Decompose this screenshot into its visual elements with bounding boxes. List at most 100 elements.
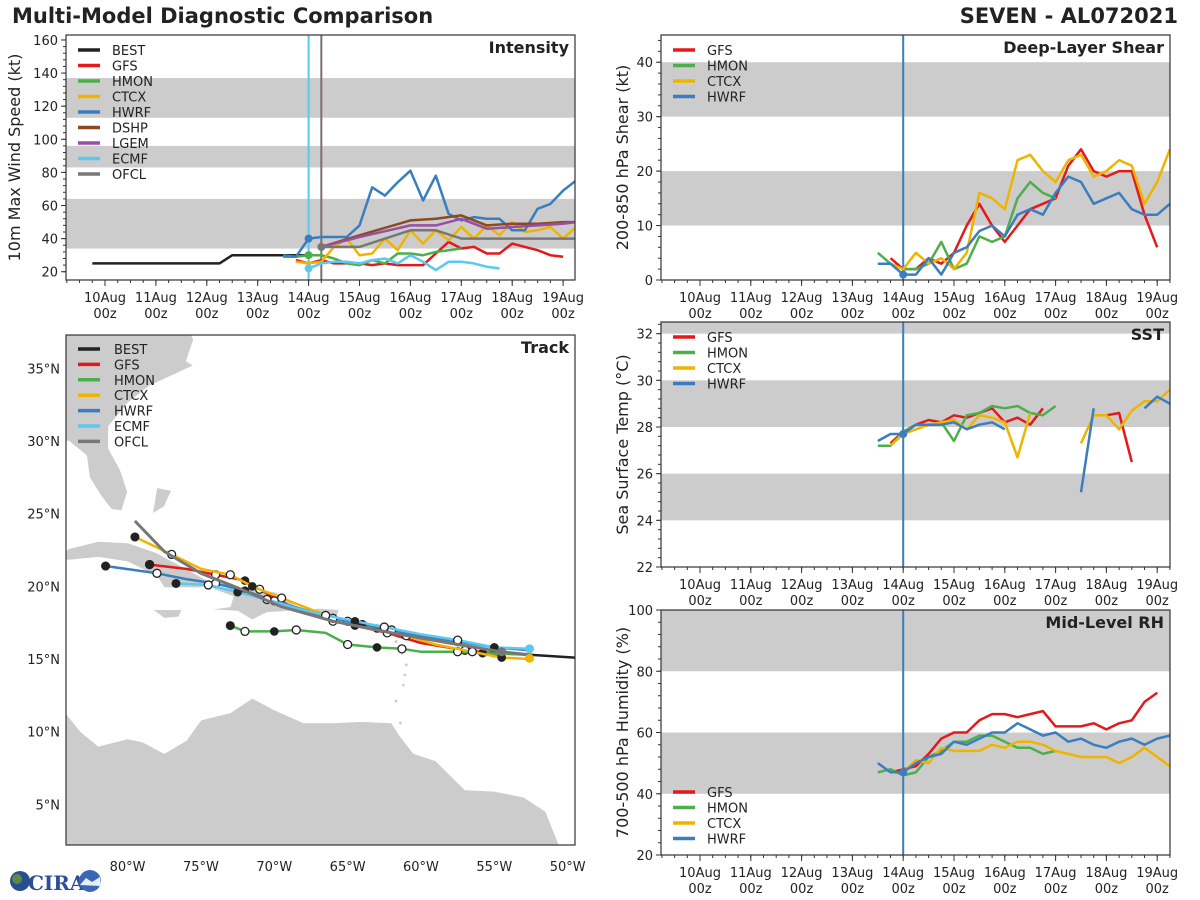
- series-line-ecmf: [308, 253, 500, 272]
- x-tick-hour: 00z: [790, 307, 814, 322]
- x-tick-hour: 00z: [1044, 882, 1068, 897]
- legend-label-dshp: DSHP: [112, 122, 148, 137]
- x-tick-hour: 00z: [1146, 307, 1170, 322]
- series-line-gfs: [295, 240, 564, 267]
- mountain-icon: [80, 877, 101, 886]
- legend-label-ctcx: CTCX: [707, 817, 741, 832]
- legend-label-ctcx: CTCX: [707, 75, 741, 90]
- x-tick-hour: 00z: [1146, 882, 1170, 897]
- legend-label-best: BEST: [114, 343, 147, 358]
- x-tick-day: 13Aug: [237, 291, 279, 306]
- x-tick-hour: 00z: [739, 307, 763, 322]
- x-tick-day: 17Aug: [1035, 866, 1077, 881]
- y-tick-label: 100: [628, 604, 653, 619]
- legend-label-hmon: HMON: [707, 347, 748, 362]
- x-tick-day: 15Aug: [339, 291, 381, 306]
- x-tick-day: 18Aug: [1085, 866, 1127, 881]
- y-tick-label: 20: [636, 849, 653, 864]
- x-tick-day: 13Aug: [831, 291, 873, 306]
- y-tick-label: 20: [636, 165, 653, 180]
- x-tick-hour: 00z: [246, 307, 270, 322]
- track-point-filled: [350, 616, 360, 626]
- x-tick-hour: 00z: [892, 594, 916, 609]
- y-tick-label: 28: [636, 421, 653, 436]
- lon-label: 60°W: [403, 860, 439, 875]
- x-tick-hour: 00z: [1044, 307, 1068, 322]
- x-tick-hour: 00z: [144, 307, 168, 322]
- y-tick-label: 10: [636, 220, 653, 235]
- legend-label-hwrf: HWRF: [707, 378, 746, 393]
- y-tick-label: 120: [33, 100, 58, 115]
- lon-label: 70°W: [256, 860, 292, 875]
- legend-label-hmon: HMON: [112, 75, 153, 90]
- series-line-ctcx: [890, 740, 1170, 774]
- y-tick-label: 30: [636, 374, 653, 389]
- x-tick-day: 13Aug: [831, 578, 873, 593]
- x-tick-hour: 00z: [1044, 594, 1068, 609]
- x-tick-day: 17Aug: [1035, 291, 1077, 306]
- x-tick-day: 15Aug: [933, 578, 975, 593]
- legend-label-ctcx: CTCX: [112, 91, 146, 106]
- x-tick-day: 17Aug: [1035, 578, 1077, 593]
- x-tick-hour: 00z: [688, 594, 712, 609]
- legend-label-ecmf: ECMF: [114, 420, 150, 435]
- x-tick-hour: 00z: [790, 594, 814, 609]
- x-tick-day: 19Aug: [1136, 291, 1178, 306]
- track-point-open: [152, 568, 162, 578]
- x-tick-hour: 00z: [739, 882, 763, 897]
- ofcl-point: [497, 647, 507, 657]
- x-tick-day: 11Aug: [730, 578, 772, 593]
- plot-frame: [65, 34, 576, 281]
- shaded-band: [661, 171, 1170, 226]
- x-tick-day: 12Aug: [781, 866, 823, 881]
- series-line-hwrf: [877, 175, 1170, 276]
- legend-label-ecmf: ECMF: [112, 153, 148, 168]
- x-tick-hour: 00z: [1095, 882, 1119, 897]
- y-tick-label: 80: [41, 166, 58, 181]
- y-tick-label: 80: [636, 665, 653, 680]
- init-marker: [304, 251, 313, 260]
- x-tick-hour: 00z: [501, 307, 525, 322]
- panel-title: Deep-Layer Shear: [1003, 38, 1164, 57]
- x-tick-day: 16Aug: [984, 291, 1026, 306]
- x-tick-day: 19Aug: [1136, 866, 1178, 881]
- panel-title: SST: [1131, 325, 1164, 344]
- x-tick-day: 10Aug: [679, 866, 721, 881]
- lon-label: 80°W: [110, 860, 146, 875]
- lon-label: 65°W: [330, 860, 366, 875]
- globe-land-icon: [12, 874, 22, 884]
- x-tick-day: 17Aug: [440, 291, 482, 306]
- bahamas-land: [151, 487, 173, 515]
- init-marker: [525, 653, 535, 663]
- x-tick-day: 14Aug: [882, 578, 924, 593]
- series-line-best: [92, 253, 309, 265]
- track-line-ofcl: [133, 519, 530, 657]
- panel-title: Intensity: [489, 38, 570, 57]
- x-tick-day: 15Aug: [933, 866, 975, 881]
- init-marker: [304, 234, 313, 243]
- legend-label-hwrf: HWRF: [707, 91, 746, 106]
- lon-label: 50°W: [550, 860, 586, 875]
- init-marker: [525, 644, 535, 654]
- legend-label-gfs: GFS: [707, 786, 733, 801]
- x-tick-day: 14Aug: [882, 291, 924, 306]
- chart-intensity: 2040608010012014016010Aug00z11Aug00z12Au…: [5, 34, 584, 322]
- logo-text: CIRA: [28, 871, 86, 895]
- south-america-land: [66, 697, 560, 845]
- x-tick-day: 18Aug: [1085, 291, 1127, 306]
- y-tick-label: 26: [636, 468, 653, 483]
- x-tick-hour: 00z: [790, 882, 814, 897]
- track-point-filled: [269, 627, 279, 636]
- x-tick-hour: 00z: [1146, 594, 1170, 609]
- x-tick-day: 18Aug: [491, 291, 533, 306]
- x-tick-hour: 00z: [892, 307, 916, 322]
- x-tick-hour: 00z: [93, 307, 117, 322]
- x-tick-hour: 00z: [348, 307, 372, 322]
- tracks: [101, 519, 575, 663]
- panel-title: Track: [521, 338, 569, 357]
- x-tick-day: 13Aug: [831, 866, 873, 881]
- page-title: Multi-Model Diagnostic Comparison: [12, 4, 434, 28]
- track-end-point: [225, 621, 235, 631]
- series-line-lgem: [320, 217, 575, 249]
